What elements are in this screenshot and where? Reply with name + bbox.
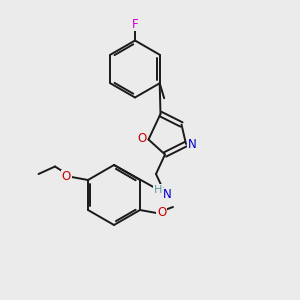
Text: N: N — [163, 188, 172, 202]
Text: O: O — [157, 206, 167, 220]
Text: O: O — [137, 131, 146, 145]
Text: F: F — [132, 17, 138, 31]
Text: N: N — [188, 137, 197, 151]
Text: O: O — [61, 170, 71, 184]
Text: H: H — [154, 185, 163, 195]
